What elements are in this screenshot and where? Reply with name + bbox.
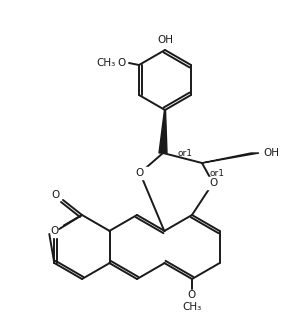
Bar [205, 177, 221, 189]
Text: O: O [51, 190, 59, 200]
Polygon shape [202, 153, 259, 163]
Text: O: O [50, 226, 58, 236]
Bar [132, 167, 148, 179]
Text: OH: OH [263, 148, 279, 158]
Bar [46, 225, 62, 237]
Text: or1: or1 [209, 169, 224, 178]
Text: O: O [117, 58, 125, 68]
Text: CH₃: CH₃ [96, 58, 116, 68]
Text: O: O [209, 178, 217, 188]
Text: O: O [188, 290, 196, 300]
Text: CH₃: CH₃ [182, 302, 202, 312]
Polygon shape [159, 110, 167, 153]
Text: O: O [136, 168, 144, 178]
Text: OH: OH [157, 35, 173, 45]
Text: or1: or1 [177, 150, 192, 158]
